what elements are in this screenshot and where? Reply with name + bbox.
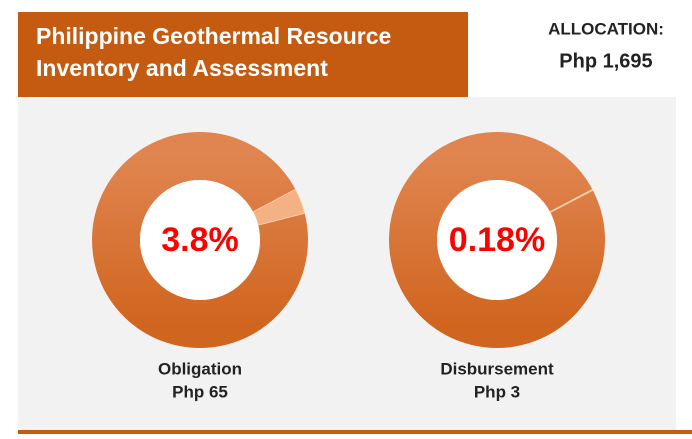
allocation-amount: Php 1,695 [559, 50, 652, 72]
title-line: Philippine Geothermal Resource [36, 23, 391, 49]
category-label: Disbursement [440, 359, 554, 378]
amount-label: Php 65 [172, 382, 228, 401]
amount-label: Php 3 [474, 382, 520, 401]
value-label: 0.18% [449, 221, 545, 259]
header-band [18, 12, 468, 97]
allocation-label: ALLOCATION: [548, 19, 664, 38]
donut-ring [389, 132, 605, 348]
category-label: Obligation [158, 359, 242, 378]
value-label: 3.8% [161, 221, 239, 259]
title-line: Inventory and Assessment [36, 55, 328, 81]
donut-hole [140, 180, 260, 300]
bottom-rule [18, 430, 692, 434]
donut-ring [92, 132, 308, 348]
header-title: Philippine Geothermal Resource Inventory… [36, 23, 398, 81]
donut-hole [437, 180, 557, 300]
